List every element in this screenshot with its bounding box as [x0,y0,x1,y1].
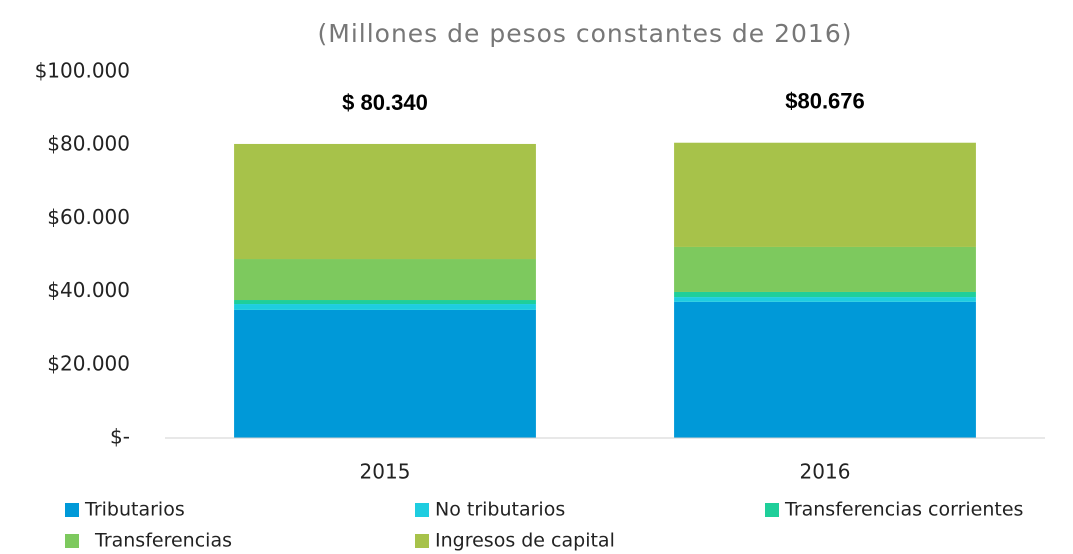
legend-swatch [415,503,429,517]
y-tick-label: $60.000 [47,205,130,229]
legend-swatch [415,534,429,548]
legend-swatch [65,534,79,548]
y-tick-label: $40.000 [47,278,130,302]
legend-swatch [765,503,779,517]
bar-segment [234,309,536,438]
bar-segment [674,142,976,247]
total-label: $ 80.340 [342,90,428,115]
legend-swatch [65,503,79,517]
x-tick-label: 2015 [360,460,411,484]
y-tick-label: $80.000 [47,132,130,156]
legend-label: Transferencias [94,530,232,552]
bar-segment [234,300,536,305]
y-tick-label: $- [110,425,130,449]
legend-label: Tributarios [84,499,185,521]
bar-segment [674,301,976,438]
bar-segment [234,304,536,310]
bar-segment [674,291,976,298]
legend-label: Ingresos de capital [435,530,615,552]
bar-segment [674,246,976,292]
chart-title: (Millones de pesos constantes de 2016) [318,19,853,48]
legend-label: Transferencias corrientes [784,499,1023,521]
total-label: $80.676 [785,89,865,114]
bar-segment [674,297,976,302]
y-tick-label: $20.000 [47,351,130,375]
bar-segment [234,259,536,301]
y-tick-label: $100.000 [35,59,130,83]
legend-label: No tributarios [435,499,565,521]
bar-segment [234,143,536,260]
x-tick-label: 2016 [800,460,851,484]
